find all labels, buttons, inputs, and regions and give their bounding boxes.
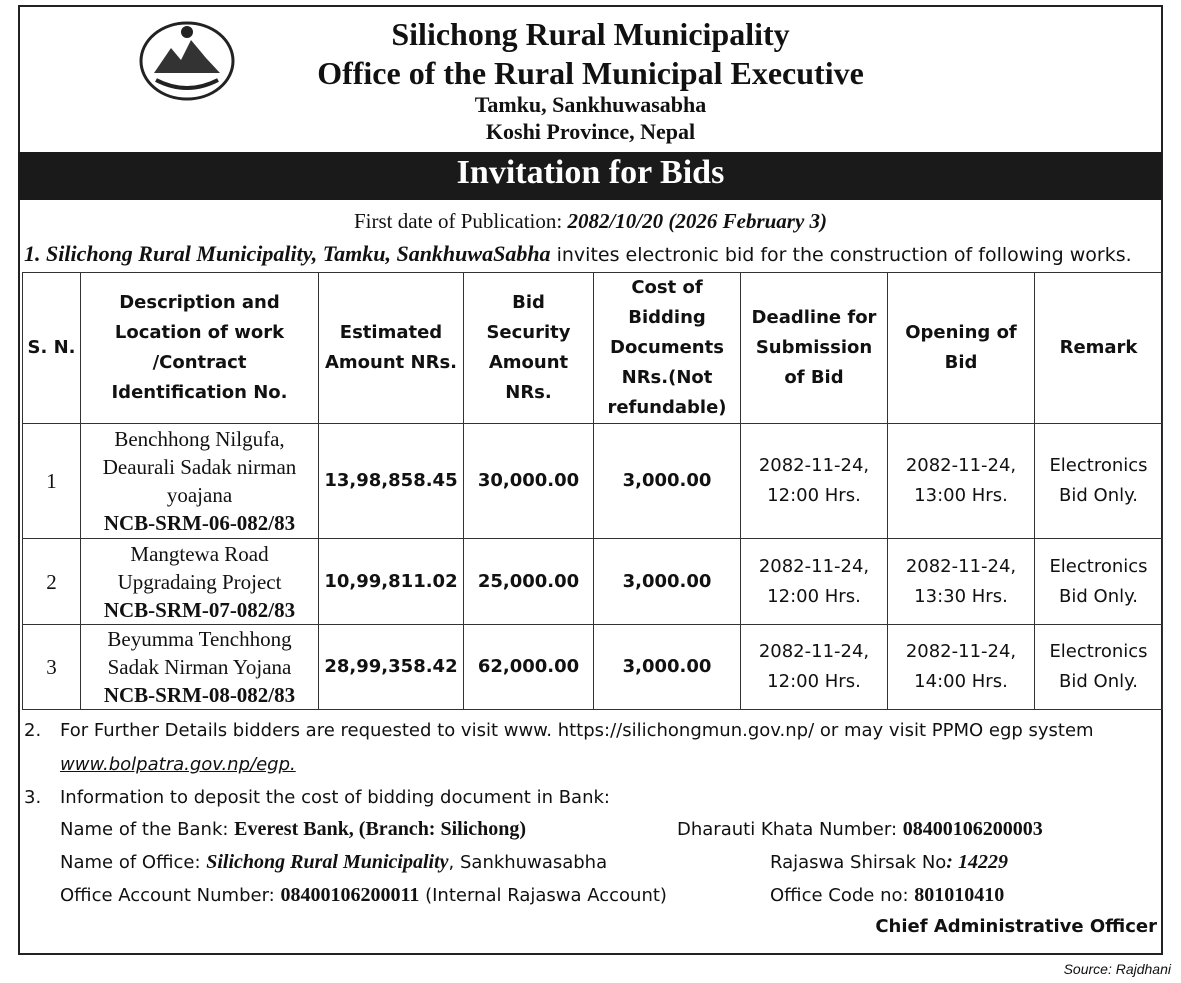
suffix: (Internal Rajaswa Account) [425,885,667,906]
col-header: S. N. [22,272,81,424]
cell: 28,99,358.42 [318,624,464,710]
title: Silichong Rural Municipality [391,16,790,52]
contract-id: NCB-SRM-07-082/83 [103,597,296,622]
bank-field: Office Account Number: 08400106200011 (I… [60,884,667,907]
note-text: For Further Details bidders are requeste… [60,720,1094,741]
label: Rajaswa Shirsak No [770,852,947,873]
subtitle: Office of the Rural Municipal Executive [317,55,864,91]
value: Everest Bank, (Branch: Silichong) [234,818,527,840]
cell: 3 [22,624,81,710]
cell: 2082-11-24, 12:00 Hrs. [740,538,888,625]
bank-field: Name of the Bank: Everest Bank, (Branch:… [60,818,526,841]
note-number: 2. [24,720,42,741]
bank-field: Office Code no: 801010410 [770,884,1004,907]
row: 2 Mangtewa Road Upgradaing Project NCB-SRM… [22,538,1163,625]
banner: Invitation for Bids [456,154,725,191]
cell: 10,99,811.02 [318,538,464,625]
signature: Chief Administrative Officer [875,916,1157,937]
col-header: Bid Security Amount NRs. [463,272,594,424]
cell: 3,000.00 [593,423,741,539]
source: Source: Rajdhani [1063,961,1171,977]
cell: 2 [22,538,81,625]
address: Koshi Province, Nepal [485,119,696,144]
note: 2. [24,720,41,741]
col-header: Opening of Bid [887,272,1035,424]
label: Office Account Number: [60,885,275,906]
note-number: 3. [24,787,42,808]
cell: 62,000.00 [463,624,594,710]
cell: Electronics Bid Only. [1034,538,1163,625]
bank-field: Name of Office: Silichong Rural Municipa… [60,851,607,874]
cell: 13,98,858.45 [318,423,464,539]
row: 1 Benchhong Nilgufa, Deaurali Sadak nirma… [22,423,1163,539]
col-header: Cost of Bidding Documents NRs.(Not refun… [593,272,741,424]
cell: Electronics Bid Only. [1034,423,1163,539]
label: Name of the Bank: [60,819,229,840]
col-header: Estimated Amount NRs. [318,272,464,424]
cell: 30,000.00 [463,423,594,539]
value: 801010410 [914,884,1005,906]
cell: 2082-11-24, 12:00 Hrs. [740,624,888,710]
label: Name of Office: [60,852,201,873]
link[interactable]: www.bolpatra.gov.np/egp. [60,754,296,775]
cell: 25,000.00 [463,538,594,625]
cell: Beyumma Tenchhong Sadak Nirman Yojana NCB… [80,624,319,710]
bank-field: Rajaswa Shirsak No: 14229 [770,851,1008,874]
contract-id: NCB-SRM-08-082/83 [103,683,296,707]
col-header: Description and Location of work /Contra… [80,272,319,424]
col-header: Deadline for Submission of Bid [740,272,888,424]
cell: Mangtewa Road Upgradaing Project NCB-SRM-… [80,538,319,625]
entity: 1. Silichong Rural Municipality, Tamku, … [24,241,551,266]
col-header: Remark [1034,272,1163,424]
intro-text: invites electronic bid for the construct… [556,244,1132,266]
emblem [139,21,235,101]
cell: 3,000.00 [593,538,741,625]
description: Beyumma Tenchhong Sadak Nirman Yojana [107,627,292,679]
row: 3 Beyumma Tenchhong Sadak Nirman Yojana NC… [22,624,1163,710]
publication: First date of Publication: 2082/10/20 (2… [0,209,1181,234]
banner-bar [18,152,1162,200]
bank-field: Dharauti Khata Number: 08400106200003 [677,818,1043,841]
cell: 1 [22,423,81,539]
cell: Benchhong Nilgufa, Deaurali Sadak nirman… [80,423,319,539]
header-row: S. N. Description and Location of work /… [22,272,1163,424]
value: : 14229 [946,851,1008,873]
cell: Electronics Bid Only. [1034,624,1163,710]
value: 08400106200011 [280,884,420,906]
cell: 2082-11-24, 12:00 Hrs. [740,423,888,539]
cell: 2082-11-24, 14:00 Hrs. [887,624,1035,710]
cell: 2082-11-24, 13:00 Hrs. [887,423,1035,539]
label: Office Code no: [770,885,909,906]
value: Silichong Rural Municipality [206,851,449,873]
label: Dharauti Khata Number: [677,819,898,840]
suffix: , Sankhuwasabha [448,852,608,873]
description: Benchhong Nilgufa, Deaurali Sadak nirman… [102,427,297,507]
cell: 2082-11-24, 13:30 Hrs. [887,538,1035,625]
date: 2082/10/20 (2026 February 3) [567,209,828,233]
bid-table: S. N. Description and Location of work /… [22,272,1163,710]
note-text: Information to deposit the cost of biddi… [60,787,610,808]
intro: 1. Silichong Rural Municipality, Tamku, … [24,241,1132,267]
value: 08400106200003 [902,818,1043,840]
cell: 3,000.00 [593,624,741,710]
description: Mangtewa Road Upgradaing Project [117,541,282,594]
contract-id: NCB-SRM-06-082/83 [103,511,296,535]
address: Tamku, Sankhuwasabha [474,92,707,117]
label: First date of Publication: [353,209,563,233]
